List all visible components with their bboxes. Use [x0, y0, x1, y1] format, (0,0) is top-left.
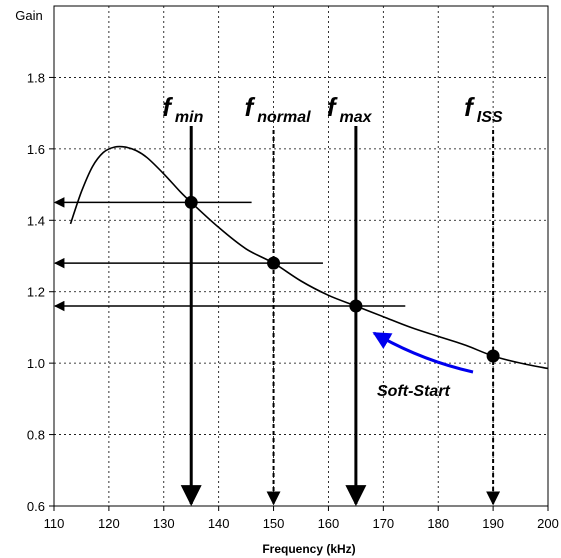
operating-point-iss [486, 349, 500, 363]
soft-start-annotation: Soft-Start [372, 331, 474, 400]
marker-iss: f ISS [464, 92, 503, 506]
y-tick-label: 0.8 [27, 428, 45, 443]
frequency-markers: f min f normal f max f ISS [53, 92, 503, 507]
plot-border [53, 5, 549, 507]
marker-normal: f normal [53, 92, 323, 506]
x-tick-label: 180 [427, 516, 449, 531]
marker-max: f max [53, 92, 406, 507]
x-tick-label: 200 [537, 516, 559, 531]
marker-min: f min [53, 92, 252, 507]
x-tick-label: 120 [98, 516, 120, 531]
grid-lines [54, 6, 548, 507]
gain-series-line [69, 145, 549, 370]
y-tick-label: 1.8 [27, 70, 45, 85]
y-tick-label: 1.2 [27, 285, 45, 300]
operating-point-normal [267, 256, 281, 270]
x-tick-label: 170 [372, 516, 394, 531]
y-tick-label: 1.4 [27, 213, 45, 228]
marker-label-min: f min [162, 92, 203, 126]
gain-curve [69, 145, 549, 370]
y-tick-label: 1.6 [27, 142, 45, 157]
y-axis-label: Gain [15, 8, 42, 23]
operating-point-min [184, 195, 198, 209]
marker-label-max: f max [327, 92, 373, 126]
x-axis-label: Frequency (kHz) [262, 542, 355, 556]
soft-start-label: Soft-Start [377, 383, 451, 400]
x-tick-label: 140 [208, 516, 230, 531]
x-tick-label: 160 [318, 516, 340, 531]
y-tick-label: 0.6 [27, 499, 45, 514]
marker-label-normal: f normal [245, 92, 312, 126]
x-tick-label: 130 [153, 516, 175, 531]
plot-frame [53, 5, 549, 507]
x-tick-label: 190 [482, 516, 504, 531]
y-tick-label: 1.0 [27, 356, 45, 371]
soft-start-arrow [372, 331, 474, 374]
x-tick-label: 110 [44, 516, 65, 531]
x-tick-label: 150 [263, 516, 285, 531]
operating-point-max [349, 299, 363, 313]
axis-ticks: 110 120 130 140 150 160 170 180 190 200 0.6 0.8 1.0 1… [27, 70, 559, 531]
marker-label-iss: f ISS [464, 92, 503, 126]
